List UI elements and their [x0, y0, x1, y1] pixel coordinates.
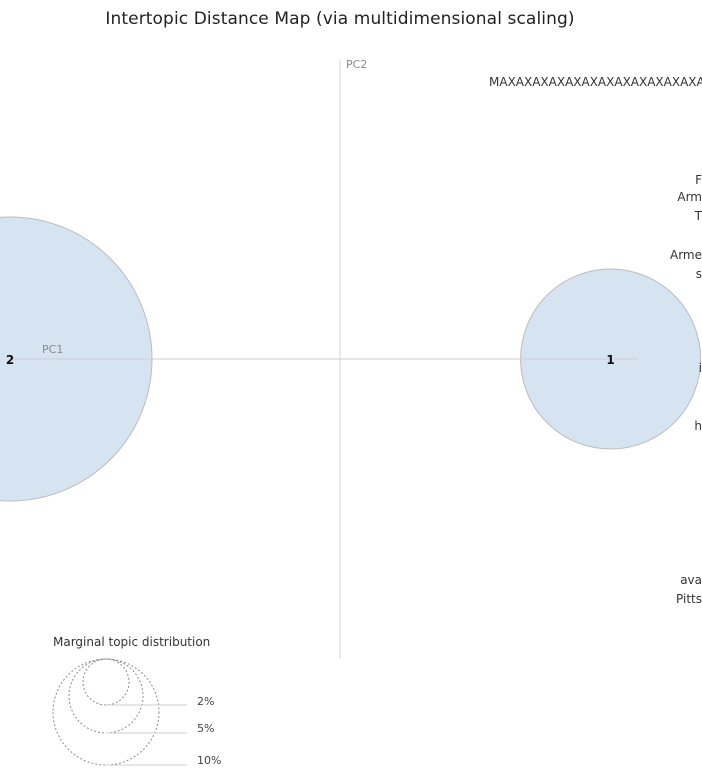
right-panel-term: Pitts	[676, 592, 702, 606]
right-panel-term: h	[694, 419, 702, 433]
legend-title: Marginal topic distribution	[53, 635, 211, 649]
legend-circles	[52, 658, 187, 766]
right-panel-term: T	[694, 209, 702, 223]
topic-label: 1	[606, 353, 614, 367]
right-panel-term: Arme	[669, 248, 702, 262]
legend-label-2pct: 2%	[197, 695, 215, 708]
legend-circle-5pct	[68, 658, 144, 734]
legend-circle-10pct	[52, 658, 160, 766]
chart-title: Intertopic Distance Map (via multidimens…	[105, 9, 575, 29]
right-panel-term: ava	[680, 573, 702, 587]
right-panel-term: s	[695, 267, 702, 281]
right-panel-term: MAXAXAXAXAXAXAXAXAXAXAXAXAXAX	[489, 75, 702, 89]
legend-circle-2pct	[82, 658, 130, 706]
pc1-axis-label: PC1	[42, 343, 64, 356]
right-panel-term: i	[698, 361, 702, 375]
topic-label: 2	[6, 353, 14, 367]
pc2-axis-label: PC2	[346, 58, 368, 71]
legend-label-5pct: 5%	[197, 722, 215, 735]
right-panel-term: F	[695, 173, 702, 187]
legend-label-10pct: 10%	[197, 754, 222, 767]
right-panel-term: Arm	[677, 190, 702, 204]
